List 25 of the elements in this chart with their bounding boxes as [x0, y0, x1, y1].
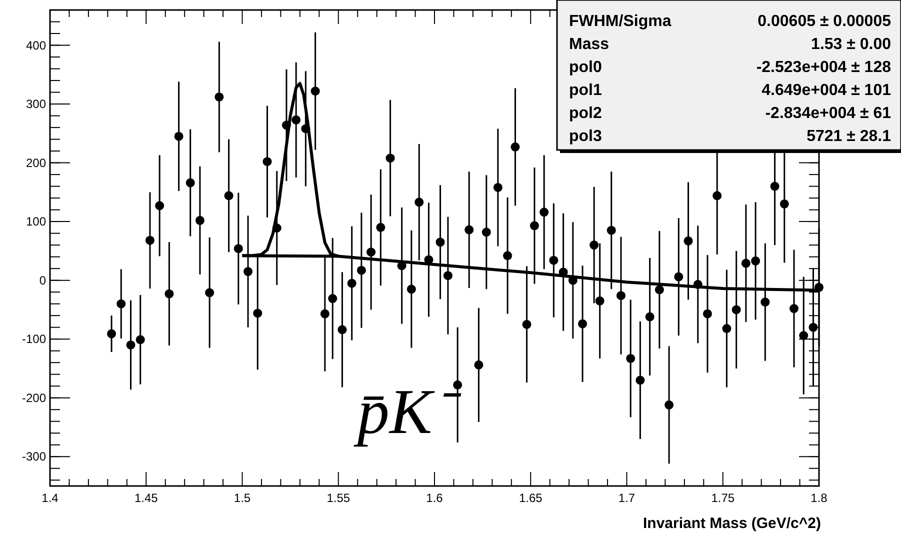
text: pol0 -2.523e+004 ± 128 — [569, 59, 891, 76]
x-tick-label: 1.65 — [518, 491, 543, 505]
y-tick-label: -300 — [22, 450, 46, 464]
x-tick-label: 1.4 — [42, 491, 59, 505]
x-tick-label: 1.75 — [711, 491, 735, 505]
x-tick-label: 1.6 — [426, 491, 444, 505]
text: Mass 1.53 ± 0.00 — [569, 36, 891, 53]
x-tick-label: 1.55 — [326, 491, 350, 505]
y-tick-label: 300 — [26, 97, 46, 112]
x-axis-title: Invariant Mass (GeV/c^2) — [643, 515, 821, 532]
x-tick-label: 1.8 — [810, 491, 828, 505]
x-tick-label: 1.7 — [618, 491, 636, 505]
y-tick-label: 100 — [26, 214, 46, 229]
x-tick-label: 1.45 — [134, 491, 158, 505]
y-tick-label: 0 — [39, 273, 46, 288]
text: FWHM/Sigma 0.00605 ± 0.00005 — [569, 13, 891, 30]
text: pol2 -2.834e+004 ± 61 — [569, 105, 891, 122]
y-tick-label: 200 — [26, 156, 46, 170]
x-tick-label: 1.5 — [234, 491, 251, 505]
text: pol3 5721 ± 28.1 — [569, 128, 891, 145]
y-tick-label: -100 — [22, 332, 46, 346]
y-tick-label: -200 — [22, 390, 46, 405]
text: pol1 4.649e+004 ± 101 — [569, 82, 891, 99]
annotation: p̄K⁻ — [353, 376, 462, 448]
y-tick-label: 400 — [26, 38, 46, 52]
